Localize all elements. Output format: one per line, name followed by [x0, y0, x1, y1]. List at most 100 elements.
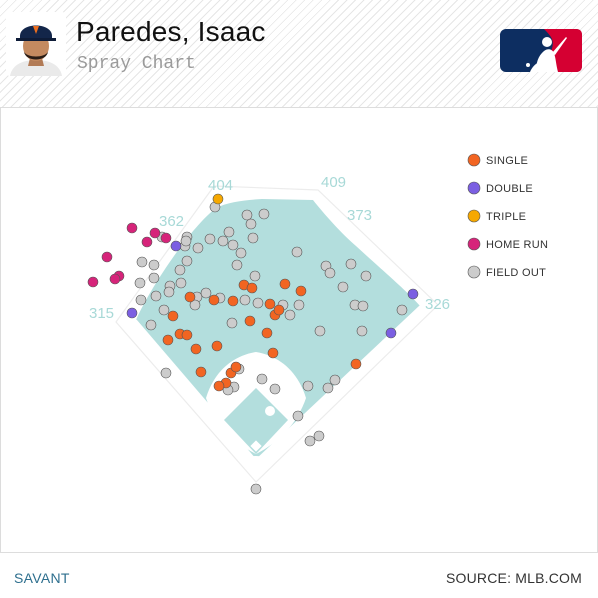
point-field-out	[181, 255, 193, 267]
point-single	[350, 358, 362, 370]
point-single	[227, 295, 239, 307]
point-field-out	[217, 235, 229, 247]
point-field-out	[304, 435, 316, 447]
point-field-out	[200, 287, 212, 299]
point-field-out	[269, 383, 281, 395]
point-home-run	[149, 227, 161, 239]
point-field-out	[158, 304, 170, 316]
point-single	[190, 343, 202, 355]
point-single	[273, 304, 285, 316]
point-field-out	[136, 256, 148, 268]
point-field-out	[302, 380, 314, 392]
point-home-run	[141, 236, 153, 248]
point-single	[230, 361, 242, 373]
point-single	[211, 340, 223, 352]
point-field-out	[356, 325, 368, 337]
legend-label-field-out: FIELD OUT	[486, 267, 546, 279]
point-double	[407, 288, 419, 300]
wall-label-409: 409	[321, 174, 346, 191]
point-field-out	[160, 367, 172, 379]
mlb-logo	[500, 29, 582, 72]
point-field-out	[204, 233, 216, 245]
point-single	[167, 310, 179, 322]
chart-header: Paredes, Isaac Spray Chart	[0, 0, 598, 108]
wall-label-373: 373	[347, 207, 372, 224]
point-field-out	[223, 226, 235, 238]
point-field-out	[313, 430, 325, 442]
point-single	[264, 298, 276, 310]
point-field-out	[175, 277, 187, 289]
chart-footer: SAVANT SOURCE: MLB.COM	[0, 552, 598, 598]
wall-label-315: 315	[89, 305, 114, 322]
wall-label-362: 362	[159, 213, 184, 230]
legend-marker-single	[467, 153, 481, 167]
point-double	[170, 240, 182, 252]
legend-label-double: DOUBLE	[486, 183, 533, 195]
point-field-out	[145, 319, 157, 331]
point-field-out	[293, 299, 305, 311]
point-single	[184, 291, 196, 303]
point-triple	[212, 193, 224, 205]
point-home-run	[126, 222, 138, 234]
point-field-out	[192, 242, 204, 254]
point-double	[126, 307, 138, 319]
point-field-out	[360, 270, 372, 282]
point-field-out	[226, 317, 238, 329]
chart-subtitle: Spray Chart	[77, 54, 196, 74]
point-field-out	[247, 232, 259, 244]
point-home-run	[160, 232, 172, 244]
point-field-out	[291, 246, 303, 258]
point-field-out	[345, 258, 357, 270]
point-field-out	[241, 209, 253, 221]
point-field-out	[249, 270, 261, 282]
wall-labels: 404 409 373 362 315 326	[89, 174, 450, 322]
point-field-out	[396, 304, 408, 316]
point-single	[295, 285, 307, 297]
point-home-run	[101, 251, 113, 263]
legend-label-single: SINGLE	[486, 155, 528, 167]
point-field-out	[329, 374, 341, 386]
point-field-out	[284, 309, 296, 321]
point-single	[246, 282, 258, 294]
point-single	[208, 294, 220, 306]
point-single	[181, 329, 193, 341]
legend-label-triple: TRIPLE	[486, 211, 526, 223]
wall-label-404: 404	[208, 177, 233, 194]
batted-ball-points	[87, 193, 419, 495]
legend-marker-field-out	[467, 265, 481, 279]
point-field-out	[324, 267, 336, 279]
point-single	[244, 315, 256, 327]
point-home-run	[87, 276, 99, 288]
point-field-out	[231, 259, 243, 271]
point-field-out	[314, 325, 326, 337]
point-field-out	[250, 483, 262, 495]
point-field-out	[150, 290, 162, 302]
point-field-out	[322, 382, 334, 394]
point-field-out	[258, 208, 270, 220]
point-field-out	[135, 294, 147, 306]
legend-marker-home-run	[467, 237, 481, 251]
player-name: Paredes, Isaac	[76, 16, 266, 47]
legend-marker-double	[467, 181, 481, 195]
point-field-out	[148, 272, 160, 284]
point-field-out	[163, 286, 175, 298]
legend: SINGLE DOUBLE TRIPLE HOME RUN FIELD OUT	[467, 153, 548, 279]
savant-link[interactable]: SAVANT	[14, 570, 70, 586]
point-field-out	[189, 299, 201, 311]
point-single	[162, 334, 174, 346]
point-field-out	[134, 277, 146, 289]
point-single	[279, 278, 291, 290]
point-double	[385, 327, 397, 339]
point-field-out	[292, 410, 304, 422]
point-field-out	[180, 235, 192, 247]
point-single	[195, 366, 207, 378]
point-field-out	[357, 300, 369, 312]
point-field-out	[174, 264, 186, 276]
point-field-out	[256, 373, 268, 385]
source-credit: SOURCE: MLB.COM	[445, 570, 582, 586]
legend-label-home-run: HOME RUN	[486, 239, 548, 251]
point-field-out	[252, 297, 264, 309]
point-field-out	[235, 247, 247, 259]
point-single	[261, 327, 273, 339]
